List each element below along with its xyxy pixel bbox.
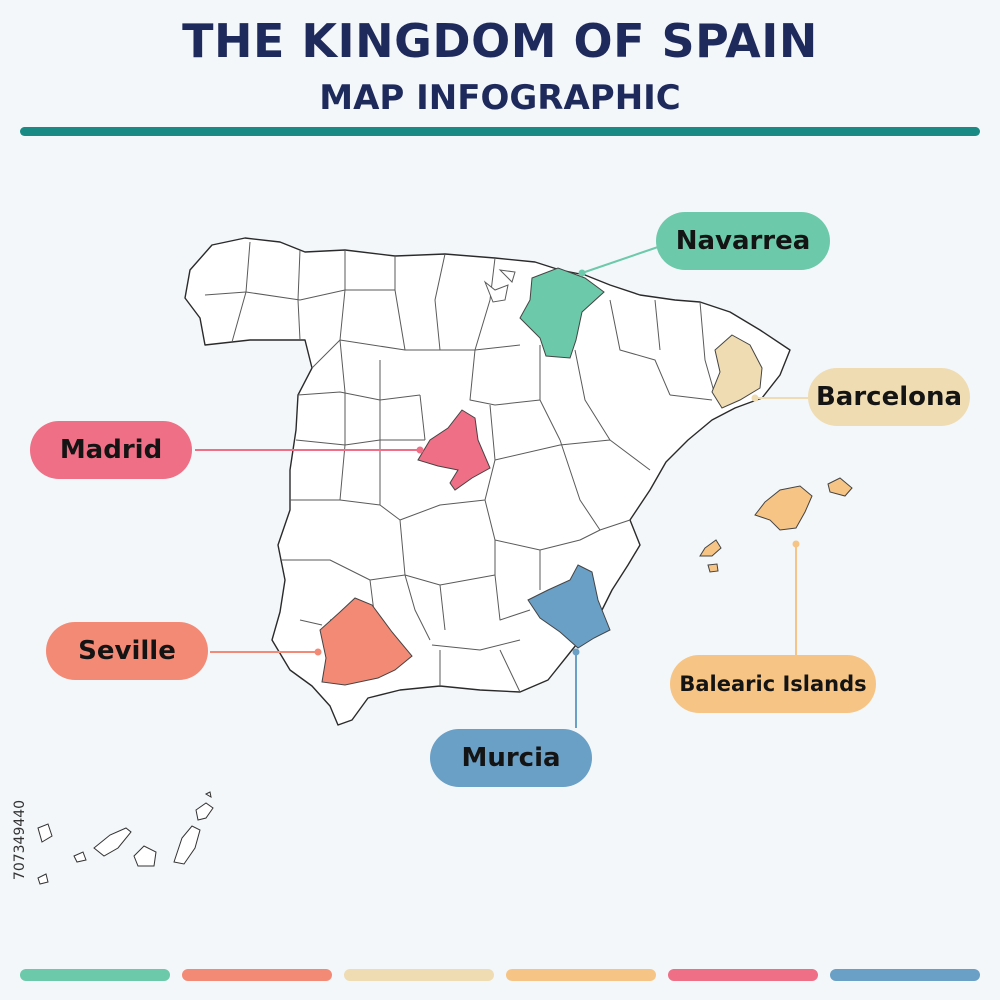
callout-dots xyxy=(314,269,800,656)
callout-seville: Seville xyxy=(46,622,208,680)
callout-barcelona: Barcelona xyxy=(808,368,970,426)
canary-islands xyxy=(37,791,214,885)
stock-id-text: 707349440 xyxy=(12,799,29,881)
callout-balearic-islands: Balearic Islands xyxy=(670,655,876,713)
callout-murcia: Murcia xyxy=(430,729,592,787)
balearic-islands xyxy=(699,477,853,573)
bottom-bar xyxy=(20,969,170,981)
map-subtitle: MAP INFOGRAPHIC xyxy=(319,78,681,118)
region-murcia xyxy=(527,564,611,649)
province-borders xyxy=(204,241,716,693)
basque-coast-detail xyxy=(483,269,516,303)
callout-navarrea: Navarrea xyxy=(656,212,830,270)
bottom-bar xyxy=(344,969,494,981)
bottom-bar xyxy=(506,969,656,981)
callout-madrid: Madrid xyxy=(30,421,192,479)
region-barcelona xyxy=(711,334,763,409)
region-madrid xyxy=(417,409,491,491)
callout-leaders xyxy=(195,246,808,728)
region-seville xyxy=(319,597,413,686)
title-divider xyxy=(20,127,980,136)
bottom-bar xyxy=(668,969,818,981)
bottom-bar xyxy=(830,969,980,981)
stock-id: 707349440 xyxy=(8,760,32,920)
spain-mainland xyxy=(184,237,791,726)
map-title: THE KINGDOM OF SPAIN xyxy=(182,14,818,68)
bottom-bar xyxy=(182,969,332,981)
bottom-color-bars xyxy=(20,969,980,981)
region-navarra xyxy=(519,267,605,359)
